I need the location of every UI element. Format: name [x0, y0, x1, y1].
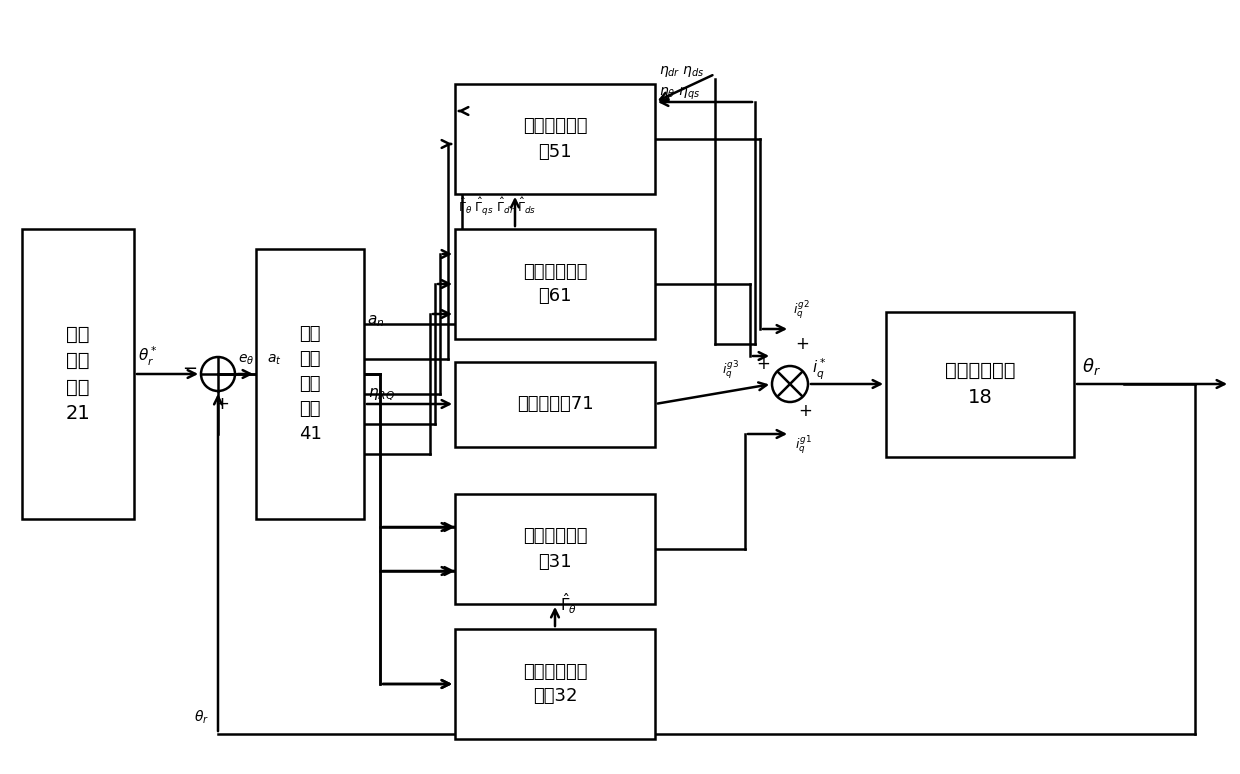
Text: $a_n$: $a_n$	[367, 313, 384, 329]
Text: $\hat{\Gamma}_\theta\ \hat{\Gamma}_{qs}\ \hat{\Gamma}_{dr}\ \hat{\Gamma}_{ds}$: $\hat{\Gamma}_\theta\ \hat{\Gamma}_{qs}\…	[458, 196, 536, 217]
Bar	[455, 629, 655, 739]
Text: 动态
表面
处理
模块
41: 动态 表面 处理 模块 41	[299, 325, 321, 443]
Text: 鲁棒控制器71: 鲁棒控制器71	[517, 395, 593, 413]
Text: $i_q^{g1}$: $i_q^{g1}$	[795, 435, 812, 457]
Bar	[455, 84, 655, 194]
Text: +: +	[756, 355, 770, 373]
Text: 角度
给定
模块
21: 角度 给定 模块 21	[66, 325, 91, 423]
Text: $\theta_r^*$: $\theta_r^*$	[138, 345, 157, 368]
Text: $i_q^{g2}$: $i_q^{g2}$	[794, 300, 810, 322]
Text: $\theta_r$: $\theta_r$	[1083, 356, 1101, 377]
Text: $e_\theta$: $e_\theta$	[238, 353, 254, 368]
Text: $i_q^{g3}$: $i_q^{g3}$	[722, 360, 739, 382]
Text: +: +	[799, 402, 812, 420]
Text: 驱动电机系统
18: 驱动电机系统 18	[945, 361, 1016, 407]
Bar	[887, 311, 1074, 457]
Text: $a_t$: $a_t$	[267, 353, 281, 368]
Text: 转矩计算控制
器31: 转矩计算控制 器31	[523, 528, 588, 570]
Text: $\eta_{RQ}$: $\eta_{RQ}$	[368, 386, 396, 402]
Bar	[455, 229, 655, 339]
Text: $\theta_r$: $\theta_r$	[193, 709, 210, 727]
Text: −: −	[182, 360, 197, 378]
Bar	[22, 229, 134, 519]
Text: $i_q^*$: $i_q^*$	[812, 358, 827, 382]
Text: 动态表面控制
器51: 动态表面控制 器51	[523, 118, 588, 160]
Text: $\eta_{\theta}\ \eta_{qs}$: $\eta_{\theta}\ \eta_{qs}$	[658, 86, 701, 102]
Text: +: +	[795, 335, 808, 353]
Text: 神经网络控制
器61: 神经网络控制 器61	[523, 262, 588, 306]
Bar	[255, 249, 365, 519]
Text: $\eta_{dr}\ \eta_{ds}$: $\eta_{dr}\ \eta_{ds}$	[658, 64, 704, 79]
Text: +: +	[215, 395, 229, 413]
Text: 非线性扰动观
测器32: 非线性扰动观 测器32	[523, 663, 588, 705]
Bar	[455, 494, 655, 604]
Text: $\hat{\Gamma}_\theta$: $\hat{\Gamma}_\theta$	[560, 591, 577, 616]
Bar	[455, 361, 655, 447]
